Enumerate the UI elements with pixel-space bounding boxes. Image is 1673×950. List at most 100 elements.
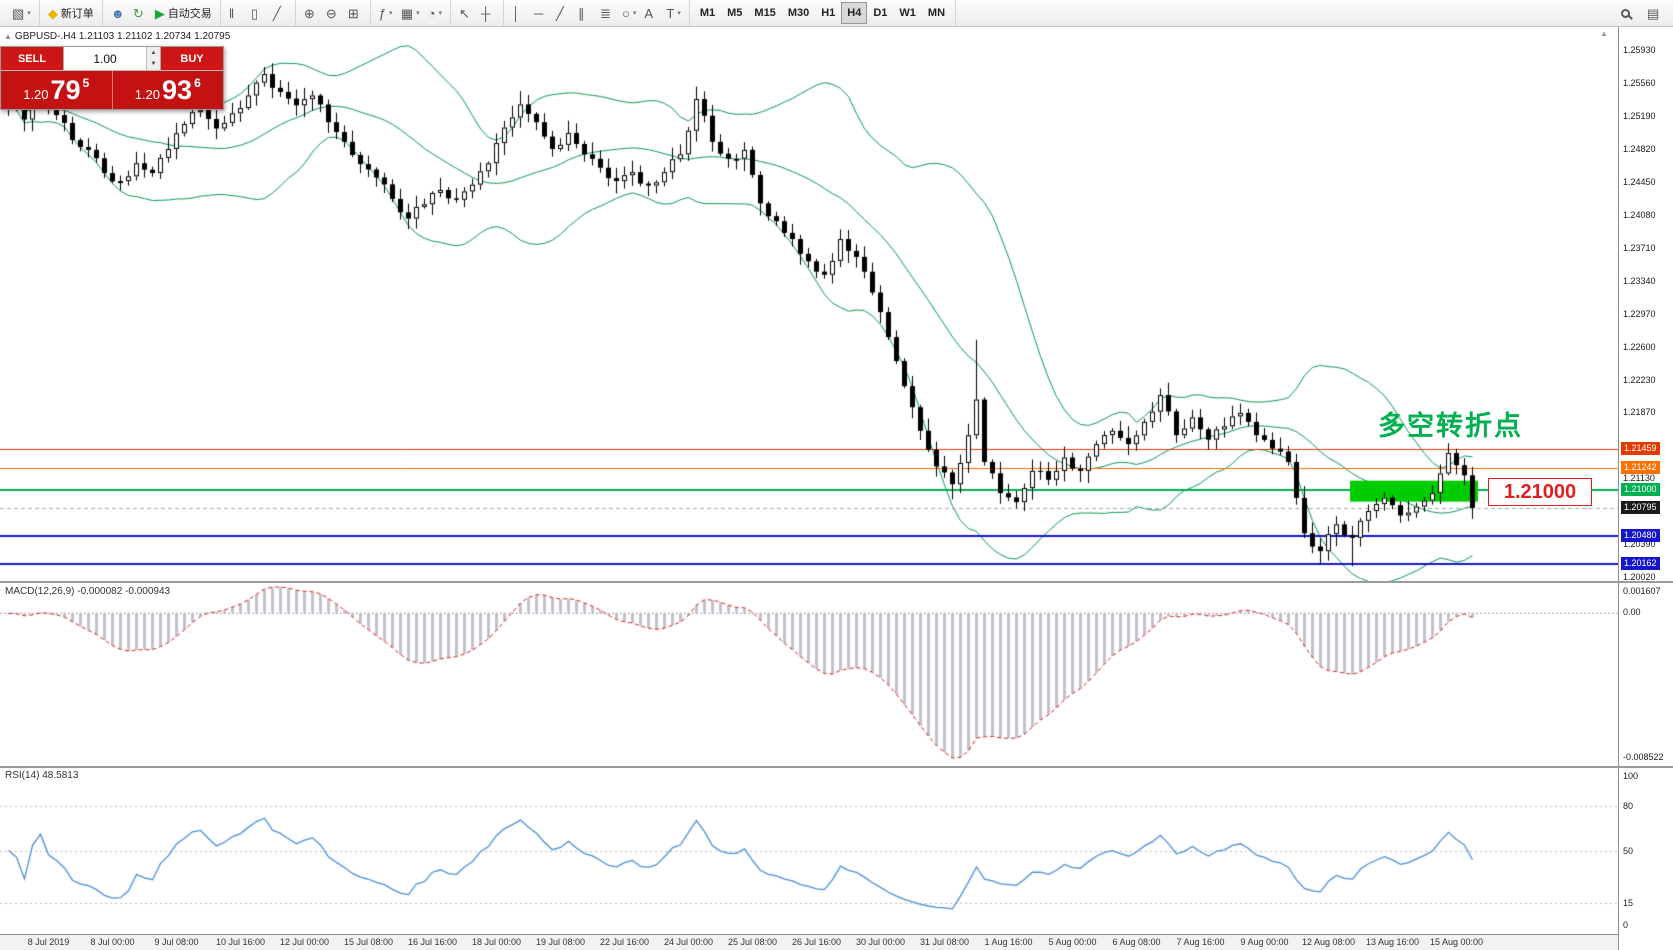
tf-h4-button-label: H4 bbox=[847, 7, 862, 19]
price-tick-label: 1.25190 bbox=[1623, 110, 1656, 121]
text-button[interactable]: A bbox=[640, 2, 662, 24]
search-button[interactable] bbox=[1617, 2, 1639, 24]
price-tick-label: 1.25930 bbox=[1623, 45, 1656, 55]
symbols-button[interactable]: ▤ bbox=[1643, 2, 1665, 24]
period-settings-button[interactable]: ◔ ▾ bbox=[424, 2, 446, 24]
bar-chart-button[interactable]: ‖ bbox=[225, 2, 247, 24]
tf-mn-button[interactable]: MN bbox=[922, 2, 951, 24]
channel-button[interactable]: ∥ bbox=[574, 2, 596, 24]
price-tick-label: 1.23710 bbox=[1623, 242, 1656, 253]
tf-h1-button-label: H1 bbox=[821, 7, 836, 19]
volume-up-button[interactable]: ▲ bbox=[147, 47, 160, 59]
price-tick-label: 1.22970 bbox=[1623, 308, 1656, 319]
new-chart-button[interactable]: ▧ ▾ bbox=[8, 2, 35, 24]
macd-indicator-label: MACD(12,26,9) -0.000082 -0.000943 bbox=[5, 586, 170, 597]
chart-annotation-text[interactable]: 多空转折点 bbox=[1378, 411, 1523, 441]
time-axis-label: 26 Jul 16:00 bbox=[791, 937, 842, 947]
sell-price-display[interactable]: 1.20 79 5 bbox=[1, 71, 112, 109]
volume-down-button[interactable]: ▼ bbox=[147, 58, 160, 70]
new-order-icon: ◆ bbox=[47, 5, 58, 21]
chart-title: ▲ GBPUSD-.H4 1.21103 1.21102 1.20734 1.20… bbox=[4, 31, 230, 42]
zoom-out-button[interactable]: ⊖ bbox=[322, 2, 344, 24]
search-icon bbox=[1621, 8, 1630, 18]
price-level-badge: 1.21242 bbox=[1621, 461, 1660, 475]
tf-h1-button[interactable]: H1 bbox=[815, 2, 841, 24]
panel-splitter[interactable] bbox=[0, 766, 1673, 768]
time-axis-label: 13 Aug 16:00 bbox=[1365, 937, 1420, 947]
buy-price-sup: 6 bbox=[194, 76, 201, 90]
scripts-button[interactable]: ↻ bbox=[129, 2, 151, 24]
sell-button[interactable]: SELL bbox=[1, 47, 63, 70]
symbols-icon: ▤ bbox=[1647, 5, 1660, 21]
price-level-badge: 1.21000 bbox=[1621, 482, 1660, 496]
time-axis-label: 25 Jul 08:00 bbox=[727, 937, 778, 947]
dropdown-arrow-icon: ▾ bbox=[416, 10, 420, 17]
tf-w1-button[interactable]: W1 bbox=[893, 2, 922, 24]
fibonacci-button[interactable]: ≣ bbox=[596, 2, 618, 24]
price-axis[interactable]: 1.25930 1.25560 1.25190 1.24820 1.24450 1.240… bbox=[1618, 27, 1673, 950]
tf-m1-button[interactable]: M1 bbox=[694, 2, 721, 24]
macd-scale-label: -0.008522 bbox=[1623, 752, 1664, 762]
dropdown-arrow-icon: ▾ bbox=[389, 10, 393, 17]
price-callout-label[interactable]: 1.21000 bbox=[1488, 478, 1592, 506]
objects-list-button[interactable]: ▦ ▾ bbox=[397, 2, 424, 24]
tf-d1-button[interactable]: D1 bbox=[867, 2, 893, 24]
tf-h4-button[interactable]: H4 bbox=[841, 2, 868, 24]
vertical-line-button[interactable]: │ bbox=[508, 2, 530, 24]
crosshair-button[interactable]: ┼ bbox=[477, 2, 499, 24]
toolbar-group-cursor: ↖ ┼ bbox=[451, 0, 504, 26]
price-tick-label: 1.21870 bbox=[1623, 407, 1656, 418]
time-axis-label: 12 Jul 00:00 bbox=[279, 937, 330, 947]
shapes-button[interactable]: ○ ▾ bbox=[618, 2, 640, 24]
sell-price-sup: 5 bbox=[82, 76, 90, 90]
tf-m5-button[interactable]: M5 bbox=[721, 2, 748, 24]
new-order-button[interactable]: ◆ 新订单 bbox=[44, 2, 98, 24]
toolbar-group-tools: ƒ ▾ ▦ ▾ ◔ ▾ bbox=[371, 0, 451, 26]
buy-price-big: 93 bbox=[162, 74, 193, 105]
label-button[interactable]: T ▾ bbox=[662, 2, 684, 24]
dropdown-arrow-icon: ▾ bbox=[677, 10, 681, 17]
rsi-name: RSI(14) bbox=[5, 770, 40, 781]
cursor-button[interactable]: ↖ bbox=[455, 2, 477, 24]
macd-name: MACD(12,26,9) bbox=[5, 586, 75, 597]
tf-m30-button-label: M30 bbox=[787, 7, 810, 19]
line-chart-icon: ╱ bbox=[272, 5, 281, 21]
auto-scroll-icon[interactable]: ▲ bbox=[1600, 29, 1608, 38]
price-level-badge: 1.21459 bbox=[1621, 441, 1660, 455]
line-chart-button[interactable]: ╱ bbox=[269, 2, 291, 24]
rsi-scale-label: 80 bbox=[1623, 800, 1634, 811]
time-axis-label: 6 Aug 08:00 bbox=[1112, 937, 1161, 947]
price-tick-label: 1.24820 bbox=[1623, 143, 1656, 154]
autotrading-button[interactable]: ▶ 自动交易 bbox=[151, 2, 216, 24]
collapse-icon: ▲ bbox=[4, 32, 12, 41]
macd-values: -0.000082 -0.000943 bbox=[77, 586, 171, 597]
buy-button[interactable]: BUY bbox=[161, 47, 223, 70]
candlestick-chart-button[interactable]: ▯ bbox=[247, 2, 269, 24]
price-tick-label: 1.25560 bbox=[1623, 77, 1656, 88]
buy-price-display[interactable]: 1.20 93 6 bbox=[111, 71, 223, 109]
expert-advisors-button[interactable]: ☻ bbox=[107, 2, 129, 24]
time-axis-label: 7 Aug 16:00 bbox=[1176, 937, 1225, 947]
time-axis-label: 8 Jul 2019 bbox=[27, 937, 70, 947]
horizontal-line-button[interactable]: ─ bbox=[530, 2, 552, 24]
tf-m15-button[interactable]: M15 bbox=[748, 2, 781, 24]
price-level-badge: 1.20162 bbox=[1621, 557, 1660, 571]
indicators-button[interactable]: ƒ ▾ bbox=[375, 2, 397, 24]
tf-mn-button-label: MN bbox=[927, 7, 946, 19]
tf-m15-button-label: M15 bbox=[754, 7, 776, 19]
bar-chart-icon: ‖ bbox=[228, 5, 235, 21]
tile-windows-button[interactable]: ⊞ bbox=[344, 2, 366, 24]
panel-splitter[interactable] bbox=[0, 581, 1673, 583]
new-chart-icon: ▧ bbox=[12, 5, 25, 21]
tf-m30-button[interactable]: M30 bbox=[782, 2, 815, 24]
trendline-button[interactable]: ╱ bbox=[552, 2, 574, 24]
price-tick-label: 1.22600 bbox=[1623, 341, 1656, 352]
time-axis-label: 30 Jul 00:00 bbox=[855, 937, 906, 947]
rsi-scale-label: 50 bbox=[1623, 845, 1634, 856]
time-axis-label: 31 Jul 08:00 bbox=[919, 937, 970, 947]
volume-input[interactable] bbox=[64, 47, 146, 70]
tf-d1-button-label: D1 bbox=[873, 7, 888, 19]
zoom-in-button[interactable]: ⊕ bbox=[300, 2, 322, 24]
time-axis[interactable]: 8 Jul 2019 8 Jul 00:00 9 Jul 08:00 10 Jul 1… bbox=[0, 934, 1618, 950]
